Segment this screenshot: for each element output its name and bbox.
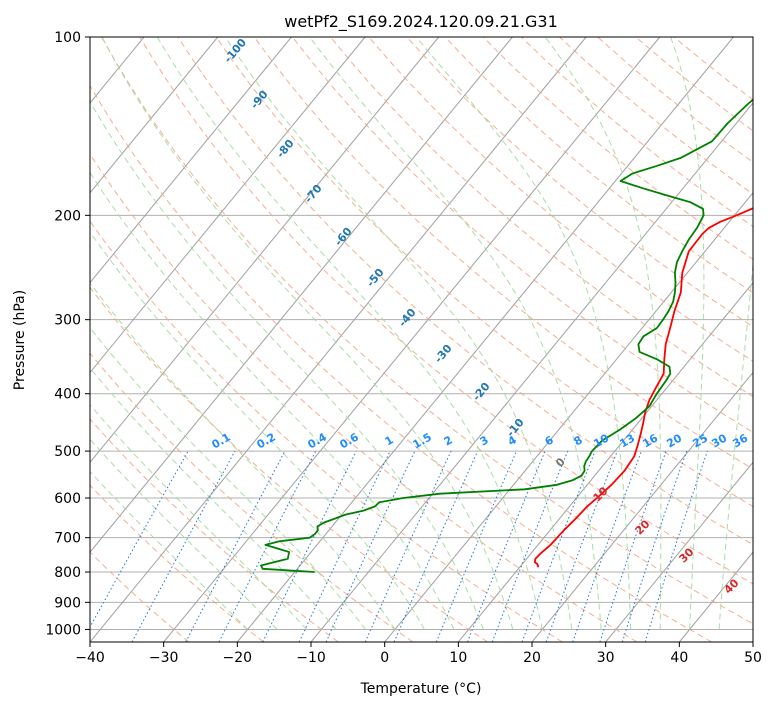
isotherm-line <box>90 37 366 374</box>
mixing-ratio-line <box>599 450 667 642</box>
y-tick-label: 100 <box>54 30 81 46</box>
mixing-ratio-line <box>572 450 642 642</box>
y-axis-title: Pressure (hPa) <box>12 290 28 390</box>
mixing-ratio-line <box>364 450 452 642</box>
x-tick-label: −10 <box>296 650 326 666</box>
isotherm-line <box>236 37 734 642</box>
dry-adiabat <box>292 37 753 433</box>
moist-adiabat <box>90 231 425 630</box>
dry-adiabat <box>90 220 563 642</box>
dry-adiabat <box>90 153 638 642</box>
x-tick-label: −30 <box>149 650 179 666</box>
y-axis: 100 200 300 400 500 600 700 800 900 1000 <box>45 30 90 638</box>
x-tick-label: −40 <box>75 650 105 666</box>
dry-adiabat <box>90 418 339 642</box>
mixing-ratio-line <box>393 450 479 642</box>
dry-adiabat <box>330 37 753 398</box>
mixing-ratio-line <box>262 450 357 642</box>
x-tick-label: 20 <box>523 650 541 666</box>
mixing-ratio-line <box>521 450 596 642</box>
isotherm-line <box>531 371 753 642</box>
y-tick-label: 600 <box>54 491 81 507</box>
moist-adiabat <box>90 327 366 630</box>
profile-lines <box>260 98 753 573</box>
dry-adiabat <box>90 551 190 642</box>
plot-frame <box>89 36 754 643</box>
dewpoint-profile <box>260 98 753 573</box>
y-tick-label: 300 <box>54 313 81 329</box>
y-tick-label: 800 <box>54 565 81 581</box>
x-tick-label: −20 <box>223 650 253 666</box>
moist-adiabat <box>90 171 455 630</box>
dry-adiabat <box>90 484 264 642</box>
mixing-ratio-line <box>218 450 317 642</box>
x-tick-label: 0 <box>380 650 389 666</box>
moist-adiabat <box>544 37 662 630</box>
mixing-ratio-line <box>467 450 546 642</box>
moist-adiabat <box>101 37 514 630</box>
mixing-ratio-line <box>435 450 517 642</box>
dry-adiabat <box>90 286 488 642</box>
moist-adiabat <box>156 37 543 630</box>
isotherm-line <box>605 461 753 642</box>
x-axis-title: Temperature (°C) <box>360 681 482 697</box>
dry-adiabat <box>90 84 712 642</box>
chart-title: wetPf2_S169.2024.120.09.21.G31 <box>284 12 558 32</box>
x-tick-label: 40 <box>670 650 688 666</box>
isotherm-line <box>90 37 440 464</box>
dry-adiabat <box>90 352 414 642</box>
y-tick-label: 400 <box>54 387 81 403</box>
isotherm-line <box>90 37 513 553</box>
isotherm-line <box>384 192 753 642</box>
y-tick-label: 900 <box>54 595 81 611</box>
isotherm-line <box>90 37 292 284</box>
x-tick-label: 50 <box>744 650 762 666</box>
moist-adiabat <box>90 282 396 630</box>
y-tick-label: 200 <box>54 208 81 224</box>
mixing-ratio-line <box>644 450 708 642</box>
mixing-ratio-line <box>491 450 569 642</box>
y-tick-label: 1000 <box>45 622 81 638</box>
x-tick-label: 10 <box>449 650 467 666</box>
isotherm-line <box>90 37 219 194</box>
dry-adiabat <box>253 37 753 470</box>
isotherm-line <box>310 102 753 642</box>
moist-adiabat <box>90 367 337 630</box>
isotherm-line <box>457 281 753 642</box>
mixing-ratio-line <box>90 450 189 629</box>
x-axis: −40 −30 −20 −10 0 10 20 30 40 50 <box>75 642 762 666</box>
mixing-ratio-line <box>621 450 688 642</box>
dry-adiabat <box>215 37 753 507</box>
moist-adiabat <box>224 37 573 630</box>
isotherm-line <box>90 37 587 642</box>
temperature-profile <box>533 207 753 568</box>
dry-adiabat <box>177 37 753 546</box>
moist-adiabat <box>718 258 753 630</box>
isotherm-line <box>163 37 661 642</box>
x-tick-label: 30 <box>597 650 615 666</box>
mixing-ratio-line <box>131 450 236 642</box>
moist-adiabat <box>670 37 705 630</box>
background-lines <box>90 37 753 642</box>
moist-adiabat <box>415 37 632 630</box>
moist-adiabat <box>90 100 484 630</box>
y-tick-label: 500 <box>54 444 81 460</box>
y-tick-label: 700 <box>54 531 81 547</box>
